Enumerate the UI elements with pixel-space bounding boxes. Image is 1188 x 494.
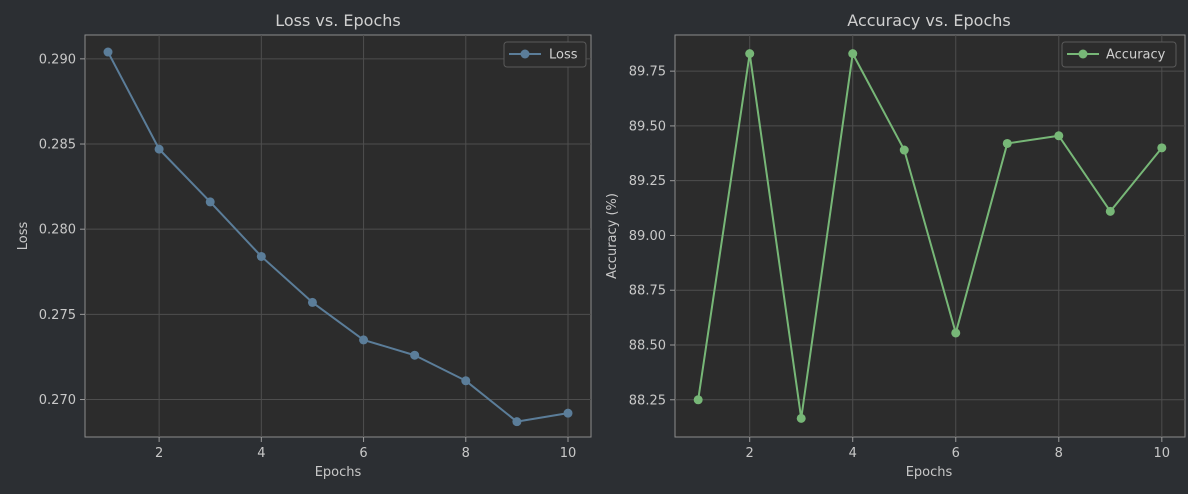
loss-y-tick-label: 0.270 xyxy=(39,393,76,408)
loss-legend-box xyxy=(503,41,587,68)
loss-y-tick-label: 0.280 xyxy=(39,223,76,238)
loss-y-ticks: 0.270 0.275 0.280 0.285 0.290 xyxy=(39,52,85,408)
accuracy-chart-title: Accuracy vs. Epochs xyxy=(847,11,1010,30)
accuracy-grid xyxy=(675,35,1185,437)
accuracy-data-point-10 xyxy=(1157,143,1167,153)
loss-data-point-7 xyxy=(410,350,420,360)
accuracy-y-tick-label: 88.50 xyxy=(629,338,666,353)
accuracy-y-tick-label: 88.25 xyxy=(629,393,666,408)
loss-x-tick-label: 2 xyxy=(155,446,163,461)
loss-data-point-5 xyxy=(307,297,317,307)
accuracy-y-axis-label: Accuracy (%) xyxy=(605,193,620,279)
loss-x-tick-label: 8 xyxy=(462,446,470,461)
accuracy-legend-label: Accuracy xyxy=(1106,48,1166,63)
accuracy-data-point-5 xyxy=(899,145,909,155)
accuracy-x-axis-label: Epochs xyxy=(906,465,953,480)
loss-plot-area xyxy=(84,34,592,438)
loss-legend: Loss xyxy=(503,41,587,68)
accuracy-legend-box xyxy=(1061,41,1177,68)
loss-legend-label: Loss xyxy=(549,48,578,63)
loss-y-tick-label: 0.275 xyxy=(39,308,76,323)
accuracy-x-tick-label: 2 xyxy=(746,446,754,461)
accuracy-data-point-3 xyxy=(796,413,806,423)
accuracy-y-tick-label: 89.50 xyxy=(629,119,666,134)
accuracy-data-point-8 xyxy=(1054,131,1064,141)
loss-x-tick-label: 6 xyxy=(359,446,367,461)
loss-x-axis-label: Epochs xyxy=(315,465,362,480)
loss-data-point-1 xyxy=(103,47,113,57)
accuracy-y-tick-label: 89.25 xyxy=(629,174,666,189)
accuracy-data-point-1 xyxy=(693,395,703,405)
loss-chart-title: Loss vs. Epochs xyxy=(275,11,400,30)
loss-y-tick-label: 0.290 xyxy=(39,52,76,67)
accuracy-x-tick-label: 8 xyxy=(1055,446,1063,461)
accuracy-x-tick-label: 10 xyxy=(1154,446,1171,461)
accuracy-y-ticks: 88.25 88.50 88.75 89.00 89.25 89.50 89.75 xyxy=(629,65,675,408)
accuracy-data-point-7 xyxy=(1002,138,1012,148)
accuracy-data-point-2 xyxy=(745,49,755,59)
accuracy-legend-swatch-marker xyxy=(1078,49,1088,59)
loss-data-point-3 xyxy=(205,197,215,207)
accuracy-x-tick-label: 6 xyxy=(952,446,960,461)
loss-y-axis-label: Loss xyxy=(16,222,31,251)
accuracy-series xyxy=(693,49,1167,423)
loss-series xyxy=(103,47,573,427)
accuracy-y-tick-label: 89.75 xyxy=(629,65,666,80)
accuracy-data-point-9 xyxy=(1105,206,1115,216)
loss-legend-swatch-marker xyxy=(520,49,530,59)
accuracy-x-tick-label: 4 xyxy=(849,446,857,461)
loss-x-ticks: 2 4 6 8 10 xyxy=(155,437,576,461)
accuracy-legend: Accuracy xyxy=(1061,41,1177,68)
accuracy-series-line xyxy=(697,52,1163,420)
loss-y-tick-label: 0.285 xyxy=(39,138,76,153)
loss-data-point-4 xyxy=(256,251,266,261)
accuracy-y-tick-label: 88.75 xyxy=(629,284,666,299)
loss-data-point-10 xyxy=(563,408,573,418)
loss-data-point-2 xyxy=(154,144,164,154)
loss-x-tick-label: 4 xyxy=(257,446,265,461)
loss-series-line xyxy=(107,51,569,423)
loss-data-point-6 xyxy=(359,335,369,345)
accuracy-data-point-4 xyxy=(848,49,858,59)
accuracy-x-ticks: 2 4 6 8 10 xyxy=(746,437,1171,461)
accuracy-plot-area xyxy=(674,34,1186,438)
accuracy-data-point-6 xyxy=(951,328,961,338)
loss-data-point-9 xyxy=(512,417,522,427)
loss-x-tick-label: 10 xyxy=(560,446,577,461)
loss-chart-panel: 2 4 6 8 10 0.270 0.275 0.280 0.285 0.290 Loss vs… xyxy=(16,11,592,480)
accuracy-y-tick-label: 89.00 xyxy=(629,229,666,244)
loss-data-point-8 xyxy=(461,376,471,386)
accuracy-chart-panel: 2 4 6 8 10 88.25 88.50 88.75 89.00 89.25 89.50 89.… xyxy=(605,11,1186,480)
